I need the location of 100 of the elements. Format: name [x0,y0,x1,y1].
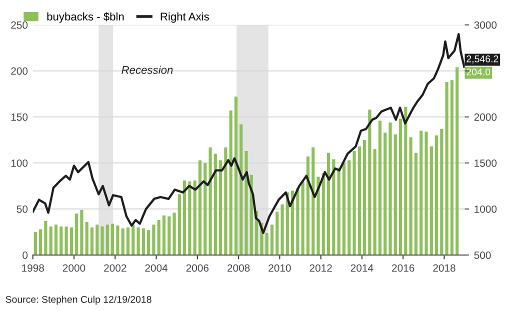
bar [450,80,454,256]
bar [312,147,315,256]
bar [162,215,166,256]
bar [183,180,186,256]
bar [198,160,202,256]
bar [49,226,52,256]
bar [106,224,109,256]
bar [116,226,120,256]
bar [136,227,140,256]
bar [75,214,78,256]
bar [270,224,274,256]
bar [398,118,402,256]
x-tick-label: 2018 [433,264,456,272]
y2-tick-label: 2000 [474,113,497,121]
x-tick-label: 1998 [22,264,44,272]
x-tick-label: 2012 [310,264,332,272]
bar [60,226,63,256]
bar [157,220,160,256]
bar [445,82,448,256]
bar [193,180,196,256]
legend-label: Right Axis [160,12,209,23]
bar [332,159,336,256]
y2-tick-label: 1500 [474,159,497,167]
bar [368,110,372,256]
bar [404,106,408,256]
x-tick-label: 2004 [145,264,168,272]
bar [296,188,300,256]
bar [204,162,207,256]
bar [362,140,366,256]
bar [152,224,156,256]
source-note: Source: Stephen Culp 12/19/2018 [6,296,152,305]
bar [188,181,192,256]
bar [424,132,428,256]
bar [276,212,279,256]
bar [54,224,58,256]
y-tick-label: 100 [11,159,28,167]
bar [96,224,99,256]
bar [342,162,346,256]
bar [85,222,88,256]
bar [373,149,376,256]
legend-label: buybacks - $bln [47,12,124,23]
band-label: Recession [122,66,173,74]
bar [178,194,181,256]
y-tick-label: 50 [16,205,28,213]
x-tick-label: 2016 [392,264,414,272]
x-tick-label: 2002 [104,264,126,272]
bar [224,147,228,256]
bar [265,232,268,256]
bar [80,210,84,256]
bar [280,204,284,256]
bar [44,220,48,256]
bar [172,212,176,256]
y-tick-label: 200 [11,67,28,75]
bar [90,227,94,256]
bar [208,147,212,256]
bar [420,130,423,256]
bar [100,226,104,256]
x-tick-label: 2008 [227,264,250,272]
y-tick-label: 150 [11,113,28,121]
bar [358,146,361,256]
bar [384,132,387,256]
bar [126,227,130,256]
bar [348,160,351,256]
x-tick-label: 2000 [62,264,86,272]
bar [306,156,310,256]
bar [219,160,222,256]
x-tick-label: 2010 [268,264,291,272]
bar [147,230,150,256]
bar [378,120,382,256]
bar [301,181,304,256]
bar [326,152,330,256]
x-tick-label: 2006 [186,264,209,272]
bar [388,122,392,256]
bar [414,152,418,256]
y2-tick-label: 1000 [474,205,497,213]
bar [234,96,238,256]
x-tick-label: 2014 [350,264,374,272]
bar [132,224,135,256]
data-label: 2,546.2 [466,55,498,64]
bar [240,124,243,256]
y2-tick-label: 3000 [474,21,497,29]
y2-tick-label: 500 [474,252,491,259]
bar [409,137,412,256]
y-tick-label: 250 [11,21,28,29]
bar [434,135,438,256]
bar [64,226,68,256]
bar [70,227,73,256]
bar [39,229,42,256]
bar [229,110,232,256]
data-label: 204.0 [466,68,490,76]
bar [142,228,145,256]
y-tick-label: 0 [22,252,28,259]
bar [394,134,397,256]
bar [316,176,320,256]
bar [430,146,433,256]
bar [322,173,325,256]
bar [121,228,124,256]
bar [214,154,217,256]
bar [352,150,356,256]
bar [440,128,444,256]
